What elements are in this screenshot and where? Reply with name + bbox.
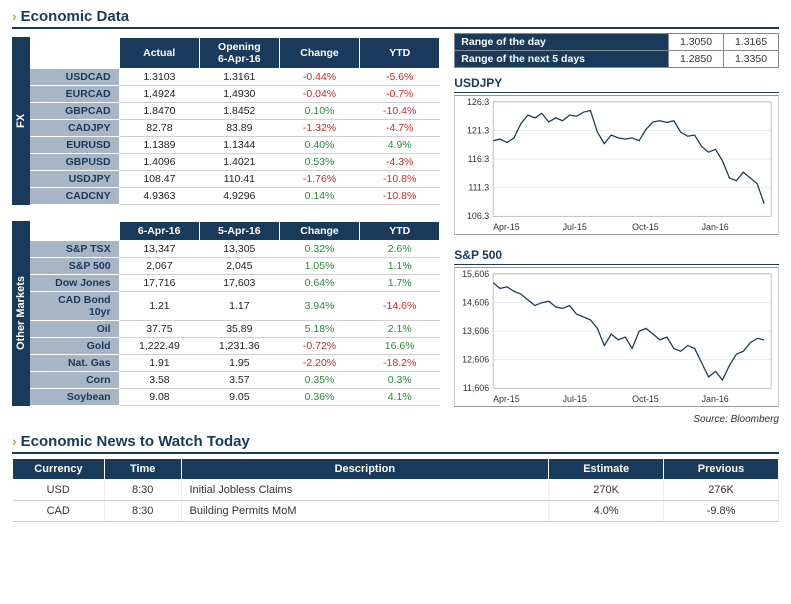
table-row: GBPCAD1.84701.84520.10%-10.4% — [30, 103, 440, 120]
other-tab: Other Markets — [12, 221, 30, 406]
svg-text:126.3: 126.3 — [467, 97, 489, 107]
table-row: Soybean9.089.050.36%4.1% — [30, 389, 440, 406]
table-row: CADCNY4.93634.92960.14%-10.8% — [30, 188, 440, 205]
section-economic-data-title: ›Economic Data — [12, 8, 779, 29]
svg-text:Jan-16: Jan-16 — [702, 222, 729, 232]
other-table: 6-Apr-165-Apr-16ChangeYTDS&P TSX13,34713… — [30, 221, 440, 406]
news-table: CurrencyTimeDescriptionEstimatePreviousU… — [12, 458, 779, 522]
svg-text:15,606: 15,606 — [462, 269, 489, 279]
chart1-svg: 106.3 111.3 116.3 121.3 126.3 Apr-15 Jul-15 Oct… — [454, 95, 779, 235]
economic-news-label: Economic News to Watch Today — [21, 433, 250, 450]
range-table: Range of the day1.30501.3165Range of the… — [454, 33, 779, 68]
svg-text:Jan-16: Jan-16 — [702, 394, 729, 404]
chevron-icon: › — [12, 8, 17, 24]
news-row: USD8:30Initial Jobless Claims270K276K — [13, 480, 779, 501]
svg-text:Oct-15: Oct-15 — [632, 222, 659, 232]
table-row: Nat. Gas1.911.95-2.20%-18.2% — [30, 355, 440, 372]
source-label: Source: Bloomberg — [454, 414, 779, 425]
section-economic-news-title: ›Economic News to Watch Today — [12, 433, 779, 454]
range-row: Range of the next 5 days1.28501.3350 — [455, 51, 779, 68]
chart2-title: S&P 500 — [454, 248, 779, 265]
svg-text:14,606: 14,606 — [462, 297, 489, 307]
fx-table-wrap: FX ActualOpening6-Apr-16ChangeYTDUSDCAD1… — [12, 37, 440, 205]
economic-data-label: Economic Data — [21, 8, 129, 25]
chevron-icon: › — [12, 433, 17, 449]
chart2-svg: 11,606 12,606 13,606 14,606 15,606 Apr-15 Jul-… — [454, 267, 779, 407]
table-row: EURUSD1.13891.13440.40%4.9% — [30, 137, 440, 154]
svg-text:Jul-15: Jul-15 — [563, 394, 587, 404]
table-row: Oil37.7535.895.18%2.1% — [30, 321, 440, 338]
fx-tab: FX — [12, 37, 30, 205]
chart-sp500: S&P 500 11,606 12,606 13,606 14,606 15,606 Ap… — [454, 248, 779, 410]
svg-text:13,606: 13,606 — [462, 326, 489, 336]
svg-text:Oct-15: Oct-15 — [632, 394, 659, 404]
svg-text:Apr-15: Apr-15 — [493, 394, 520, 404]
chart-usdjpy: USDJPY 106.3 111.3 116.3 121.3 126.3 Apr-15 Ju… — [454, 76, 779, 238]
table-row: Dow Jones17,71617,6030.64%1.7% — [30, 275, 440, 292]
fx-table: ActualOpening6-Apr-16ChangeYTDUSDCAD1.31… — [30, 37, 440, 205]
table-row: GBPUSD1.40961.40210.53%-4.3% — [30, 154, 440, 171]
svg-text:106.3: 106.3 — [467, 211, 489, 221]
svg-text:111.3: 111.3 — [469, 183, 490, 193]
svg-text:Jul-15: Jul-15 — [563, 222, 587, 232]
table-row: CADJPY82.7883.89-1.32%-4.7% — [30, 120, 440, 137]
news-row: CAD8:30Building Permits MoM4.0%-9.8% — [13, 501, 779, 522]
table-row: USDJPY108.47110.41-1.76%-10.8% — [30, 171, 440, 188]
table-row: USDCAD1.31031.3161-0.44%-5.6% — [30, 69, 440, 86]
table-row: S&P TSX13,34713,3050.32%2.6% — [30, 241, 440, 258]
table-row: Gold1,222.491,231.36-0.72%16.6% — [30, 338, 440, 355]
other-table-wrap: Other Markets 6-Apr-165-Apr-16ChangeYTDS… — [12, 221, 440, 406]
range-row: Range of the day1.30501.3165 — [455, 34, 779, 51]
table-row: S&P 5002,0672,0451.05%1.1% — [30, 258, 440, 275]
chart1-title: USDJPY — [454, 76, 779, 93]
svg-text:116.3: 116.3 — [468, 154, 490, 164]
table-row: CAD Bond 10yr1.211.173.94%-14.6% — [30, 292, 440, 321]
svg-text:121.3: 121.3 — [467, 125, 489, 135]
table-row: EURCAD1.49241.4930-0.04%-0.7% — [30, 86, 440, 103]
svg-text:12,606: 12,606 — [462, 355, 489, 365]
svg-text:Apr-15: Apr-15 — [493, 222, 520, 232]
table-row: Corn3.583.570.35%0.3% — [30, 372, 440, 389]
svg-text:11,606: 11,606 — [463, 383, 490, 393]
